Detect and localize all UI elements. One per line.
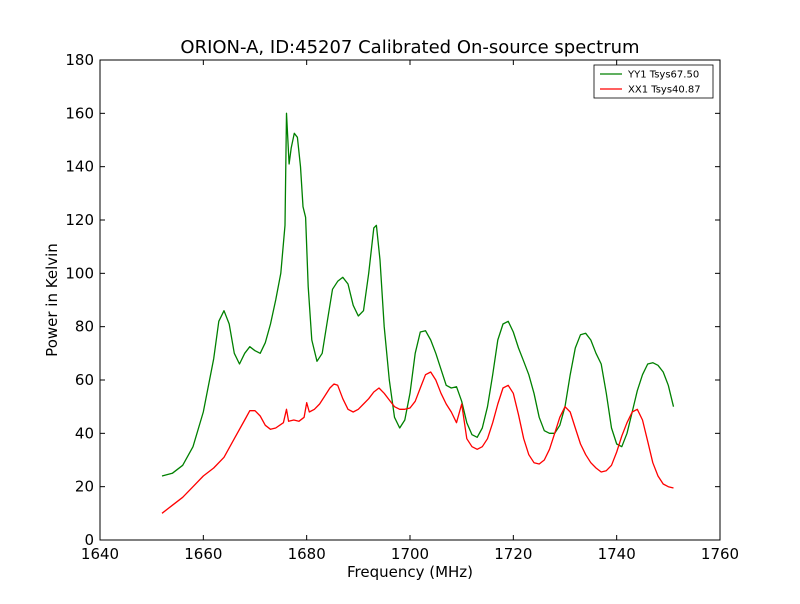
axes-frame	[99, 59, 721, 541]
series-line-1	[161, 112, 675, 477]
y-tick-label: 60	[75, 371, 94, 389]
x-tick-label: 1700	[391, 545, 429, 563]
series-line-2	[161, 371, 674, 514]
y-tick-label: 20	[75, 478, 94, 496]
legend-label-1: YY1 Tsys67.50	[627, 70, 699, 81]
x-tick-label: 1680	[288, 545, 326, 563]
x-tick-label: 1660	[184, 545, 222, 563]
y-tick-label: 140	[65, 158, 94, 176]
x-axis-label: Frequency (MHz)	[347, 563, 473, 581]
x-tick-label: 1640	[81, 545, 119, 563]
y-tick-label: 80	[75, 318, 94, 336]
x-tick-label: 1740	[598, 545, 636, 563]
legend: YY1 Tsys67.50 XX1 Tsys40.87	[593, 64, 714, 99]
y-tick-label: 160	[65, 104, 94, 122]
y-tick-label: 0	[84, 531, 94, 549]
y-tick-label: 40	[75, 424, 94, 442]
y-tick-label: 120	[65, 211, 94, 229]
x-tick-label: 1760	[701, 545, 739, 563]
plot-area: 1640 1660 1680 1700 1720 1740 1760 0 20 40 60 80 100…	[65, 51, 739, 563]
legend-box	[593, 64, 714, 99]
y-axis-label: Power in Kelvin	[43, 243, 61, 357]
x-tick-label: 1720	[494, 545, 532, 563]
legend-label-2: XX1 Tsys40.87	[628, 85, 701, 96]
y-tick-label: 180	[65, 51, 94, 69]
chart-title: ORION-A, ID:45207 Calibrated On-source s…	[180, 37, 639, 58]
y-tick-label: 100	[65, 264, 94, 282]
